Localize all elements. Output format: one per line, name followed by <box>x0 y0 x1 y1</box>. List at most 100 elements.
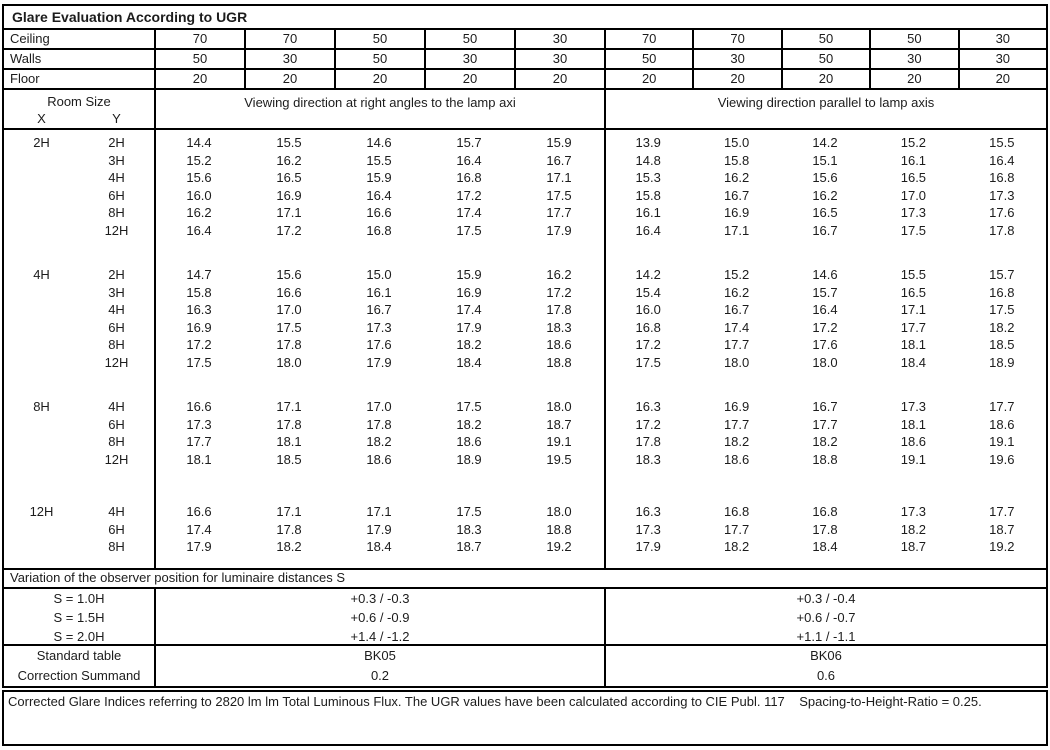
row-label: S = 1.5H <box>53 610 105 625</box>
ugr-value-cell: 17.2 <box>546 284 572 300</box>
surface-value-cell: 30 <box>869 50 957 68</box>
left-group-value: BK05 <box>154 646 604 666</box>
ugr-value-cell: 17.8 <box>366 416 392 432</box>
ugr-value-cell: 16.8 <box>635 319 661 335</box>
table-row: 2H 2H 14.4 15.5 14.6 15.7 15.9 13.9 15.0… <box>4 134 1046 152</box>
ugr-value-cell: 18.2 <box>723 539 750 554</box>
room-x-label <box>4 521 79 539</box>
block-gap <box>4 371 1046 398</box>
table-row: 12H 4H 16.6 17.1 17.1 17.5 18.0 16.3 16.… <box>4 503 1046 521</box>
ugr-value-cell: 16.4 <box>989 152 1015 168</box>
surface-value-cell: 30 <box>514 50 604 68</box>
ugr-value-cell: 18.0 <box>276 354 302 370</box>
ugr-value-cell: 17.7 <box>186 434 212 449</box>
ugr-value-cell: 17.5 <box>456 399 482 414</box>
right-group-value: +0.3 / -0.4 <box>604 589 1046 608</box>
ugr-value-cell: 14.2 <box>812 135 838 150</box>
table-row: 8H 16.2 17.1 16.6 17.4 17.7 16.1 16.9 16… <box>4 204 1046 222</box>
ugr-value-cell: 17.4 <box>456 302 482 317</box>
ugr-value-cell: 16.8 <box>723 504 750 519</box>
surface-row: Walls 50 30 50 30 30 50 30 50 30 30 <box>4 50 1046 70</box>
ugr-value-cell: 16.6 <box>276 284 302 300</box>
ugr-value-cell: 15.3 <box>635 170 661 185</box>
ugr-value-cell: 18.6 <box>900 434 927 449</box>
ugr-value-cell: 16.9 <box>723 399 750 414</box>
ugr-data-area: 2H 2H 14.4 15.5 14.6 15.7 15.9 13.9 15.0… <box>4 130 1046 570</box>
ugr-value-cell: 14.6 <box>812 267 838 282</box>
ugr-value-cell: 16.9 <box>456 284 482 300</box>
table-row: 8H 17.7 18.1 18.2 18.6 19.1 17.8 18.2 18… <box>4 433 1046 451</box>
surface-value-cell: 20 <box>334 70 424 88</box>
room-x-label <box>4 284 79 302</box>
room-y-label: 4H <box>108 302 125 317</box>
ugr-value-cell: 16.7 <box>812 399 838 414</box>
surface-rows: Ceiling 70 70 50 50 30 70 70 50 50 30 Wa… <box>4 30 1046 90</box>
room-y-label: 6H <box>108 416 125 432</box>
ugr-value-cell: 17.8 <box>276 337 302 352</box>
room-y-label: 12H <box>104 354 129 370</box>
table-row: 12H 17.5 18.0 17.9 18.4 18.8 17.5 18.0 1… <box>4 354 1046 372</box>
ugr-value-cell: 15.0 <box>366 267 392 282</box>
ugr-value-cell: 17.4 <box>723 319 750 335</box>
ugr-value-cell: 18.1 <box>900 337 927 352</box>
three-column-row: Standard table BK05 BK06 <box>4 646 1046 666</box>
ugr-value-cell: 16.8 <box>812 504 838 519</box>
room-y-label: 12H <box>104 222 129 238</box>
ugr-value-cell: 17.7 <box>723 337 750 352</box>
room-x-label <box>4 301 79 319</box>
surface-value-cell: 20 <box>514 70 604 88</box>
ugr-value-cell: 16.2 <box>546 267 572 282</box>
table-row: 6H 16.9 17.5 17.3 17.9 18.3 16.8 17.4 17… <box>4 319 1046 337</box>
ugr-value-cell: 17.2 <box>276 222 302 238</box>
ugr-value-cell: 17.1 <box>900 302 927 317</box>
variation-rows: S = 1.0H +0.3 / -0.3 +0.3 / -0.4 S = 1.5… <box>4 589 1046 646</box>
ugr-value-cell: 14.6 <box>366 135 392 150</box>
ugr-value-cell: 16.2 <box>276 152 302 168</box>
surface-value-cell: 70 <box>244 30 334 48</box>
ugr-value-cell: 18.6 <box>366 451 392 467</box>
room-x-label <box>4 187 79 205</box>
ugr-value-cell: 15.6 <box>186 170 212 185</box>
ugr-value-cell: 16.3 <box>635 399 661 414</box>
right-group-value: BK06 <box>604 646 1046 666</box>
ugr-value-cell: 18.6 <box>989 416 1015 432</box>
ugr-value-cell: 16.7 <box>546 152 572 168</box>
ugr-value-cell: 16.4 <box>366 187 392 203</box>
room-x-label: 2H <box>33 135 50 150</box>
ugr-value-cell: 17.7 <box>546 205 572 220</box>
table-header-row: Room Size X Y Viewing direction at right… <box>4 90 1046 130</box>
ugr-value-cell: 16.0 <box>186 187 212 203</box>
ugr-value-cell: 18.4 <box>456 354 482 370</box>
surface-row: Ceiling 70 70 50 50 30 70 70 50 50 30 <box>4 30 1046 50</box>
table-row: 6H 16.0 16.9 16.4 17.2 17.5 15.8 16.7 16… <box>4 187 1046 205</box>
ugr-value-cell: 18.5 <box>989 337 1015 352</box>
ugr-value-cell: 17.9 <box>635 539 661 554</box>
ugr-value-cell: 17.0 <box>276 302 302 317</box>
surface-row: Floor 20 20 20 20 20 20 20 20 20 20 <box>4 70 1046 90</box>
ugr-value-cell: 16.7 <box>366 302 392 317</box>
ugr-value-cell: 17.8 <box>812 521 838 537</box>
ugr-value-cell: 17.5 <box>635 354 661 370</box>
ugr-value-cell: 15.5 <box>366 152 392 168</box>
ugr-value-cell: 17.3 <box>989 187 1015 203</box>
row-label: S = 1.0H <box>53 591 105 606</box>
ugr-value-cell: 17.5 <box>456 504 482 519</box>
ugr-value-cell: 16.5 <box>900 170 927 185</box>
room-x-label <box>4 416 79 434</box>
ugr-value-cell: 19.2 <box>546 539 572 554</box>
surface-value-cell: 20 <box>780 70 869 88</box>
ugr-value-cell: 15.9 <box>366 170 392 185</box>
ugr-value-cell: 17.2 <box>812 319 838 335</box>
ugr-value-cell: 18.8 <box>546 354 572 370</box>
table-row: 3H 15.8 16.6 16.1 16.9 17.2 15.4 16.2 15… <box>4 284 1046 302</box>
ugr-value-cell: 19.1 <box>989 434 1015 449</box>
ugr-value-cell: 17.9 <box>366 354 392 370</box>
ugr-value-cell: 16.4 <box>456 152 482 168</box>
ugr-value-cell: 18.2 <box>900 521 927 537</box>
ugr-value-cell: 19.6 <box>989 451 1015 467</box>
ugr-value-cell: 16.4 <box>812 302 838 317</box>
ugr-value-cell: 17.4 <box>456 205 482 220</box>
ugr-value-cell: 18.9 <box>989 354 1015 370</box>
ugr-value-cell: 16.6 <box>186 399 212 414</box>
